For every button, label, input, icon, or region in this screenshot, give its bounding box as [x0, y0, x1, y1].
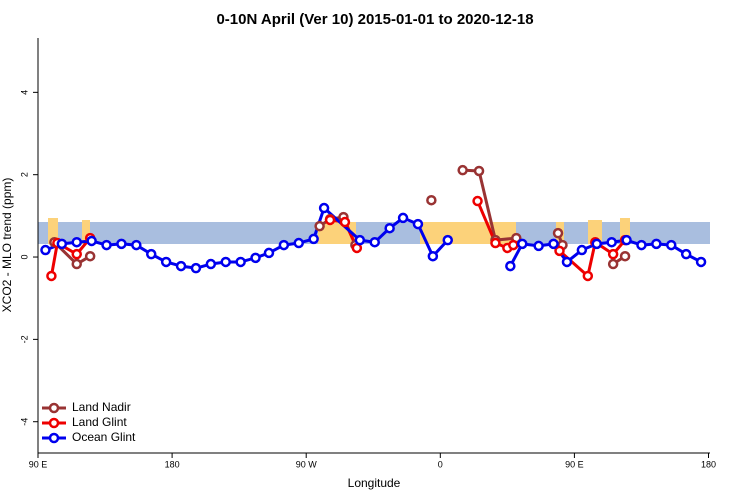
point: [621, 234, 632, 246]
point: [369, 236, 380, 248]
point: [442, 234, 454, 246]
x-tick-label: 90 E: [565, 459, 584, 469]
point: [427, 250, 439, 262]
point: [101, 239, 112, 251]
x-axis-label: Longitude: [348, 476, 401, 490]
point: [263, 247, 275, 259]
point: [582, 270, 594, 282]
point: [426, 194, 437, 206]
y-axis-label: XCO2 - MLO trend (ppm): [0, 178, 14, 313]
x-tick-label: 180: [701, 459, 716, 469]
point: [533, 240, 544, 252]
point: [561, 256, 573, 268]
point: [591, 238, 603, 250]
point: [116, 238, 127, 250]
point: [548, 238, 559, 250]
y-tick-label: 4: [19, 90, 29, 95]
point: [473, 165, 485, 177]
point: [651, 238, 662, 250]
point: [412, 218, 424, 230]
point: [250, 252, 261, 264]
y-tick-label: 2: [19, 172, 29, 177]
point: [175, 260, 187, 272]
legend-marker: [48, 417, 60, 429]
point: [397, 212, 409, 224]
point: [607, 248, 619, 260]
point: [576, 244, 588, 256]
point: [235, 256, 246, 268]
point: [205, 258, 217, 270]
point: [636, 239, 647, 251]
point: [278, 239, 290, 251]
point: [508, 239, 519, 251]
point: [71, 236, 82, 248]
point: [308, 233, 319, 245]
point: [40, 244, 51, 256]
point: [324, 214, 336, 226]
point: [554, 245, 565, 257]
point: [160, 256, 172, 268]
legend-label: Land Glint: [72, 415, 127, 429]
point: [314, 220, 325, 232]
point: [46, 270, 57, 282]
legend-label: Ocean Glint: [72, 430, 136, 444]
point: [220, 256, 231, 268]
point: [607, 258, 619, 270]
point: [517, 238, 528, 250]
point: [354, 234, 366, 246]
legend-marker: [48, 402, 60, 414]
point: [552, 227, 564, 239]
point: [680, 248, 692, 260]
point: [384, 222, 395, 234]
point: [619, 250, 631, 262]
point: [71, 258, 82, 270]
point: [472, 195, 483, 207]
point: [56, 238, 68, 250]
point: [145, 248, 157, 260]
point: [490, 237, 501, 249]
point: [131, 239, 142, 251]
point: [695, 256, 707, 268]
x-tick-label: 0: [438, 459, 443, 469]
legend-label: Land Nadir: [72, 400, 131, 414]
point: [606, 236, 617, 248]
point: [71, 248, 82, 260]
point: [293, 237, 305, 249]
point: [505, 260, 516, 272]
point: [666, 239, 677, 251]
x-tick-label: 90 W: [296, 459, 318, 469]
point: [190, 262, 202, 274]
point: [457, 164, 468, 176]
legend-marker: [48, 432, 60, 444]
chart-title: 0-10N April (Ver 10) 2015-01-01 to 2020-…: [216, 11, 533, 28]
y-tick-label: 0: [19, 255, 29, 260]
point: [318, 202, 330, 214]
y-tick-label: -2: [19, 335, 29, 343]
point: [339, 216, 351, 228]
point: [86, 235, 97, 247]
x-tick-label: 180: [165, 459, 180, 469]
y-tick-label: -4: [19, 418, 29, 426]
point: [84, 250, 96, 262]
x-tick-label: 90 E: [29, 459, 48, 469]
